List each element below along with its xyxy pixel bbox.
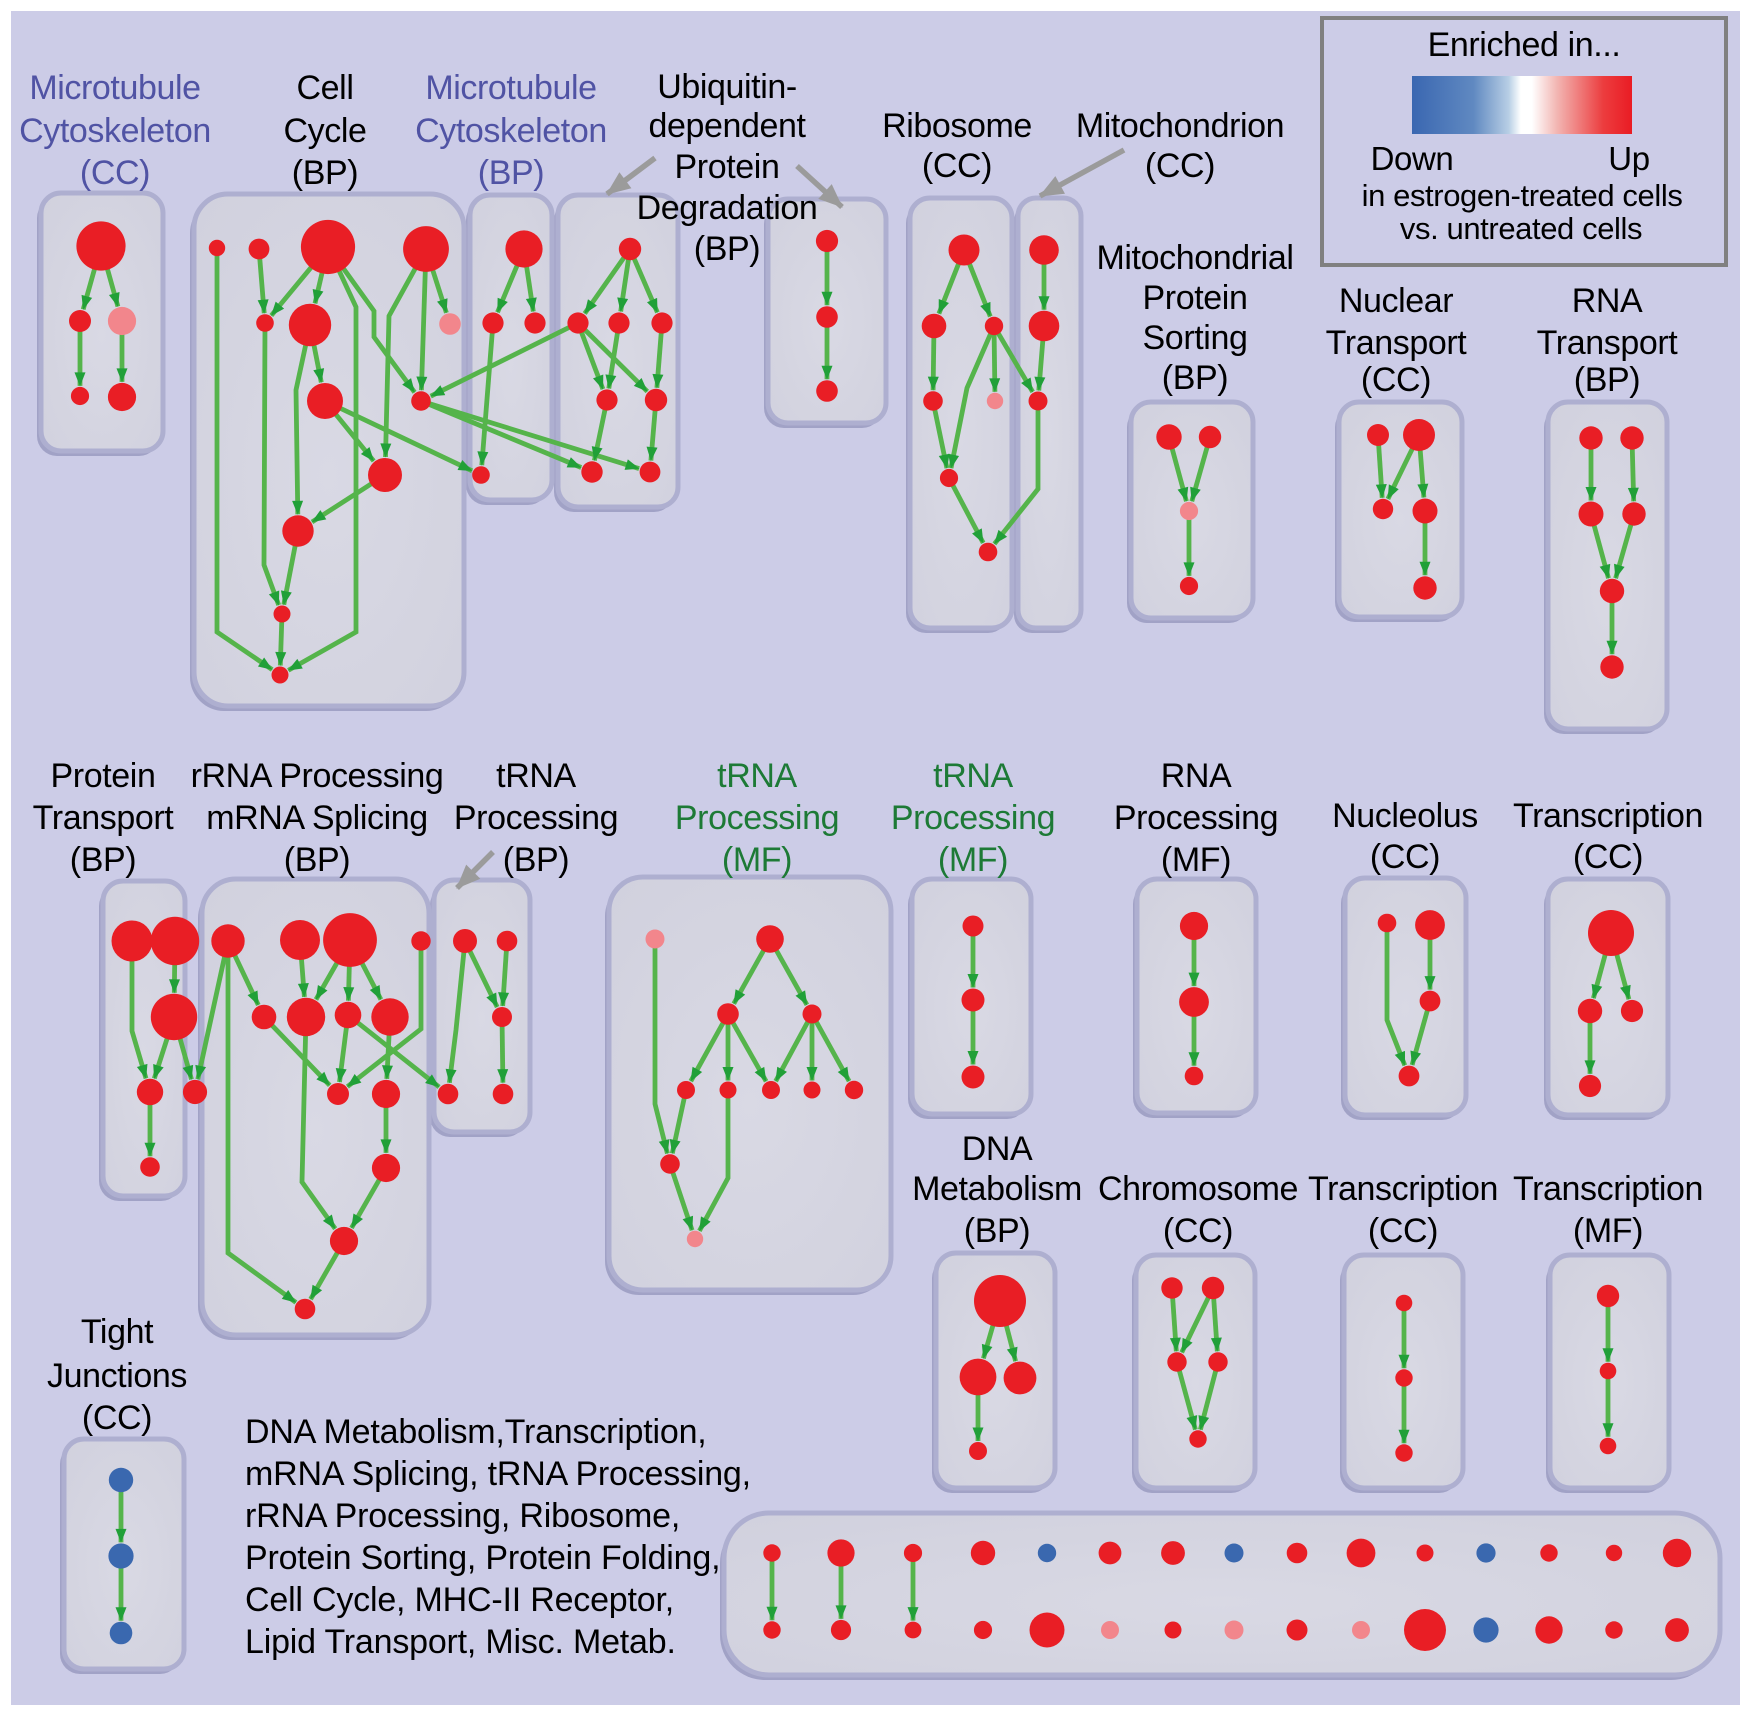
svg-text:Microtubule: Microtubule — [425, 69, 596, 107]
svg-text:Junctions: Junctions — [47, 1357, 187, 1395]
svg-text:DNA: DNA — [962, 1130, 1033, 1168]
svg-text:Transcription: Transcription — [1513, 797, 1703, 835]
svg-text:(BP): (BP) — [964, 1212, 1030, 1250]
svg-text:Protein: Protein — [51, 757, 156, 795]
svg-text:Ubiquitin-: Ubiquitin- — [657, 68, 797, 106]
svg-text:rRNA Processing: rRNA Processing — [191, 757, 444, 795]
svg-text:Degradation: Degradation — [637, 189, 818, 227]
svg-text:Cytoskeleton: Cytoskeleton — [19, 112, 211, 150]
svg-text:Lipid Transport, Misc. Metab.: Lipid Transport, Misc. Metab. — [245, 1623, 676, 1661]
svg-text:Protein Sorting, Protein Foldi: Protein Sorting, Protein Folding, — [245, 1539, 720, 1577]
svg-text:tRNA: tRNA — [496, 757, 576, 795]
svg-text:(MF): (MF) — [938, 841, 1008, 879]
svg-text:Nucleolus: Nucleolus — [1332, 797, 1478, 835]
svg-text:(CC): (CC) — [1573, 838, 1643, 876]
svg-text:Processing: Processing — [454, 799, 618, 837]
svg-text:(MF): (MF) — [1161, 841, 1231, 879]
svg-text:Transport: Transport — [1326, 324, 1468, 362]
svg-text:Transcription: Transcription — [1513, 1170, 1703, 1208]
svg-text:(BP): (BP) — [1162, 359, 1228, 397]
svg-text:Enriched in...: Enriched in... — [1428, 26, 1621, 64]
svg-text:Cycle: Cycle — [283, 112, 366, 150]
svg-text:Processing: Processing — [891, 799, 1055, 837]
svg-text:rRNA Processing, Ribosome,: rRNA Processing, Ribosome, — [245, 1497, 680, 1535]
svg-text:(CC): (CC) — [82, 1399, 152, 1437]
svg-text:Processing: Processing — [675, 799, 839, 837]
svg-text:Mitochondrial: Mitochondrial — [1096, 239, 1293, 277]
svg-text:(CC): (CC) — [922, 147, 992, 185]
svg-text:Metabolism: Metabolism — [912, 1170, 1082, 1208]
svg-text:Protein: Protein — [1143, 279, 1248, 317]
svg-text:(BP): (BP) — [1574, 361, 1640, 399]
svg-text:(MF): (MF) — [722, 841, 792, 879]
svg-text:Processing: Processing — [1114, 799, 1278, 837]
svg-text:Chromosome: Chromosome — [1098, 1170, 1298, 1208]
svg-text:RNA: RNA — [1161, 757, 1232, 795]
svg-text:(CC): (CC) — [1163, 1212, 1233, 1250]
svg-text:(BP): (BP) — [284, 841, 350, 879]
svg-text:mRNA Splicing, tRNA Processing: mRNA Splicing, tRNA Processing, — [245, 1455, 751, 1493]
svg-text:(BP): (BP) — [694, 230, 760, 268]
svg-text:(CC): (CC) — [1370, 838, 1440, 876]
svg-text:Cell Cycle, MHC-II Receptor,: Cell Cycle, MHC-II Receptor, — [245, 1581, 674, 1619]
svg-text:Up: Up — [1608, 140, 1649, 177]
svg-text:Microtubule: Microtubule — [29, 69, 200, 107]
svg-text:(CC): (CC) — [1361, 361, 1431, 399]
svg-text:(CC): (CC) — [1145, 147, 1215, 185]
svg-text:Nuclear: Nuclear — [1339, 282, 1453, 320]
svg-text:dependent: dependent — [648, 107, 806, 145]
svg-text:Sorting: Sorting — [1143, 319, 1248, 357]
svg-text:vs. untreated cells: vs. untreated cells — [1400, 211, 1642, 246]
svg-text:Transcription: Transcription — [1308, 1170, 1498, 1208]
svg-text:Mitochondrion: Mitochondrion — [1076, 107, 1284, 145]
svg-text:(BP): (BP) — [70, 841, 136, 879]
svg-text:Cell: Cell — [297, 69, 354, 107]
svg-text:Transport: Transport — [33, 799, 175, 837]
svg-text:(CC): (CC) — [80, 154, 150, 192]
svg-text:tRNA: tRNA — [933, 757, 1013, 795]
svg-text:Ribosome: Ribosome — [882, 107, 1032, 145]
svg-text:in estrogen-treated cells: in estrogen-treated cells — [1362, 178, 1683, 213]
svg-text:mRNA Splicing: mRNA Splicing — [206, 799, 428, 837]
svg-text:Down: Down — [1371, 140, 1454, 177]
svg-text:(BP): (BP) — [503, 841, 569, 879]
svg-text:(BP): (BP) — [478, 154, 544, 192]
svg-text:DNA Metabolism,Transcription,: DNA Metabolism,Transcription, — [245, 1413, 707, 1451]
svg-text:Protein: Protein — [675, 148, 780, 186]
svg-text:Tight: Tight — [81, 1313, 154, 1351]
svg-text:RNA: RNA — [1572, 282, 1643, 320]
svg-text:(BP): (BP) — [292, 154, 358, 192]
svg-text:Transport: Transport — [1537, 324, 1679, 362]
svg-text:(CC): (CC) — [1368, 1212, 1438, 1250]
svg-text:(MF): (MF) — [1573, 1212, 1643, 1250]
svg-text:Cytoskeleton: Cytoskeleton — [415, 112, 607, 150]
svg-text:tRNA: tRNA — [717, 757, 797, 795]
